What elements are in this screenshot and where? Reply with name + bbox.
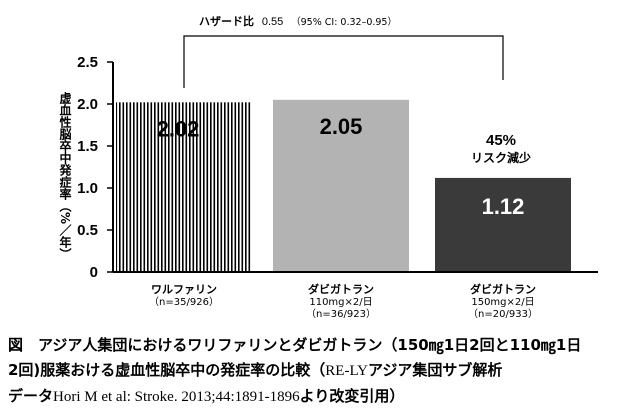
bar-value-label: 2.05	[320, 114, 363, 139]
bar-3	[435, 177, 571, 272]
y-tick-label: 0.5	[77, 222, 98, 239]
hazard-bracket	[183, 35, 504, 88]
caption-citation: Hori M et al: Stroke. 2013;44:1891-1896	[53, 389, 300, 405]
y-axis-label: 虚血性脳卒中発症率（%／年）	[58, 91, 72, 260]
bar-1	[116, 102, 252, 272]
bar-value-label: 1.12	[482, 194, 525, 219]
caption-line-3-part-1: データ	[8, 387, 54, 405]
y-tick-label: 1.5	[77, 138, 98, 155]
x-category-label: 110mg×2/日	[309, 297, 372, 308]
x-category-label: （n=20/933）	[468, 308, 538, 320]
risk-reduction-percent: 45%	[486, 132, 516, 149]
x-category-label: ワルファリン	[151, 283, 217, 296]
risk-reduction-text: リスク減少	[471, 150, 531, 165]
caption-line-3-part-3: より改変引用）	[299, 387, 405, 405]
x-category-label: （n=36/923）	[306, 308, 376, 320]
caption-study-name: RE-LY	[325, 363, 368, 379]
figure-caption: 図 アジア人集団におけるワリファリンとダビガトラン（150㎎1日2回と110㎎1…	[8, 333, 634, 410]
hazard-ratio-annotation: ハザード比 0.55 （95% CI: 0.32–0.95）	[199, 14, 397, 28]
hazard-ratio-value: 0.55	[262, 16, 283, 28]
y-tick-label: 2.5	[77, 54, 98, 71]
x-category-label: 150mg×2/日	[471, 297, 534, 308]
hazard-ratio-label: ハザード比	[199, 14, 254, 28]
x-category-label: （n=35/926）	[149, 296, 219, 308]
bar-chart: 虚血性脳卒中発症率（%／年） 0 0.5 1.0 1.5 2.0 2.5 2.02 2.05…	[58, 14, 598, 320]
y-tick-label: 0	[90, 264, 98, 281]
bar-value-label: 2.02	[157, 116, 200, 141]
caption-line-2-part-3: アジア集団サブ解析	[367, 361, 503, 379]
caption-line-2-part-1: 2回)服薬おける虚血性脳卒中の発症率の比較（	[8, 361, 326, 379]
caption-line-1: 図 アジア人集団におけるワリファリンとダビガトラン（150㎎1日2回と110㎎1…	[8, 336, 582, 354]
caption-line-3: データHori M et al: Stroke. 2013;44:1891-18…	[8, 384, 634, 410]
caption-line-2: 2回)服薬おける虚血性脳卒中の発症率の比較（RE-LYアジア集団サブ解析	[8, 358, 634, 384]
y-tick-label: 2.0	[77, 96, 98, 113]
x-category-label: ダビガトラン	[308, 282, 374, 296]
bar-2	[273, 99, 409, 272]
y-tick-label: 1.0	[77, 180, 98, 197]
x-category-label: ダビガトラン	[470, 282, 536, 296]
hazard-ratio-ci: （95% CI: 0.32–0.95）	[291, 16, 397, 28]
